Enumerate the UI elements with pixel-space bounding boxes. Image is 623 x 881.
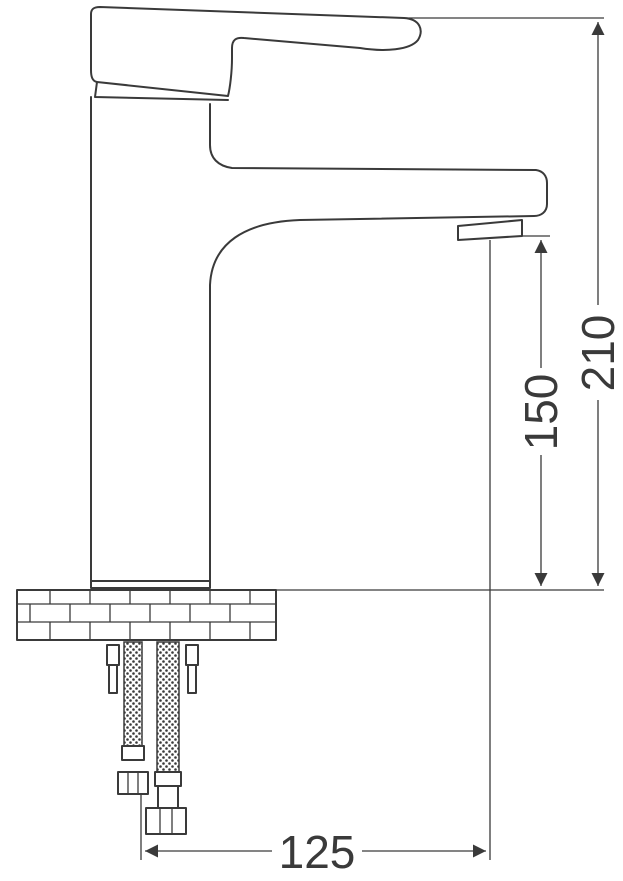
extension-lines xyxy=(140,17,604,860)
base-flange xyxy=(90,580,211,589)
dimension-label-total-height: 210 xyxy=(572,315,623,392)
mounting-stud-right xyxy=(185,644,199,694)
faucet-body xyxy=(90,96,548,589)
dimension-spout-height: 150 xyxy=(515,240,567,586)
supply-hose-right xyxy=(145,641,187,835)
dimension-total-height: 210 xyxy=(572,22,623,586)
dimension-label-spout-height: 150 xyxy=(515,374,567,451)
mounting-stud-left xyxy=(106,644,120,694)
countertop xyxy=(16,589,277,641)
supply-hose-left xyxy=(117,641,149,795)
faucet-handle xyxy=(90,6,422,101)
dimension-label-reach: 125 xyxy=(279,826,356,878)
aerator xyxy=(457,219,523,241)
dimension-reach: 125 xyxy=(145,826,486,878)
